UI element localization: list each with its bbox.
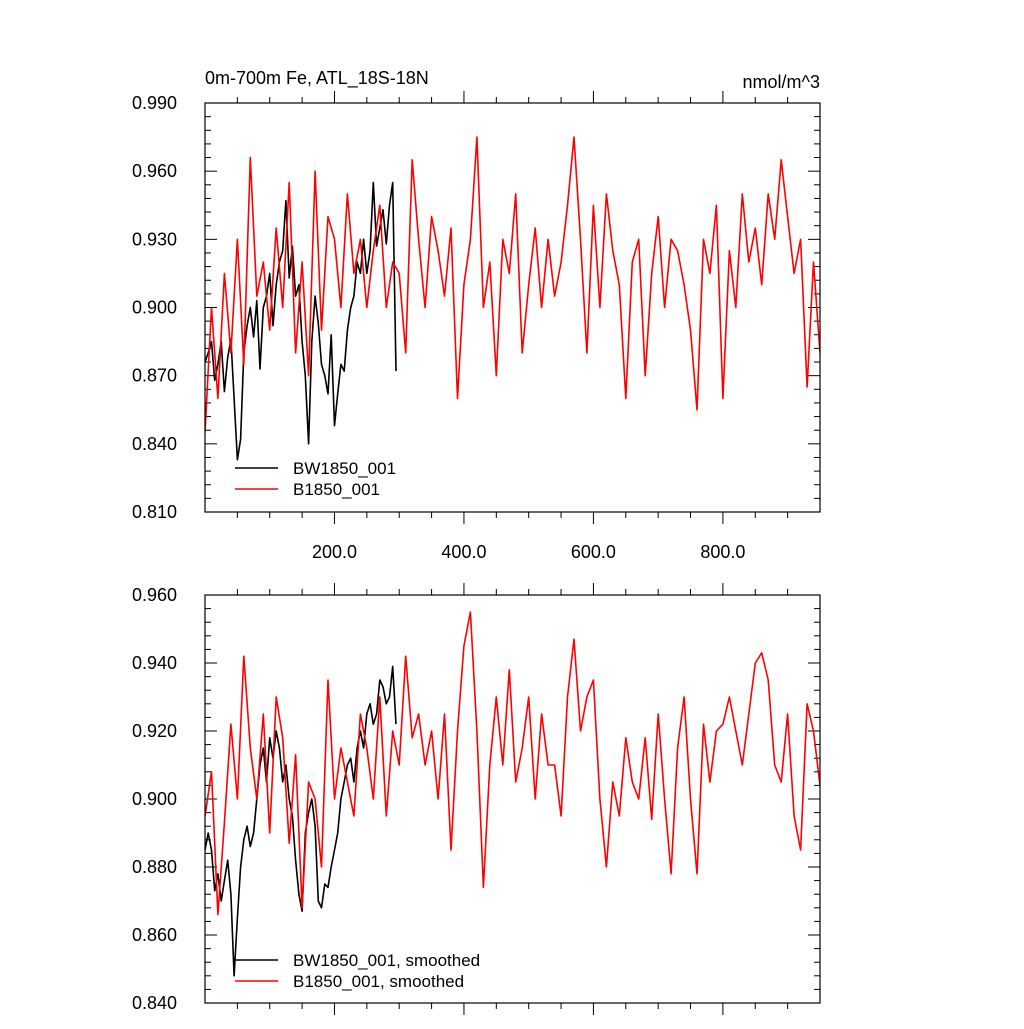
legend-label: B1850_001, smoothed <box>293 972 464 991</box>
y-tick-label: 0.870 <box>132 366 177 386</box>
plot-frame <box>204 102 821 513</box>
x-tick-label: 600.0 <box>571 542 616 562</box>
y-tick-label: 0.960 <box>132 585 177 605</box>
legend-label: B1850_001 <box>293 480 380 499</box>
legend-label: BW1850_001 <box>293 459 396 478</box>
y-tick-label: 0.880 <box>132 857 177 877</box>
y-tick-label: 0.860 <box>132 925 177 945</box>
series-line <box>205 611 820 916</box>
x-tick-label: 200.0 <box>312 542 357 562</box>
series-line <box>205 181 397 461</box>
y-tick-label: 0.940 <box>132 653 177 673</box>
y-tick-label: 0.840 <box>132 993 177 1013</box>
y-tick-label: 0.900 <box>132 789 177 809</box>
bottom-panel: 0.840 0.860 0.880 0.900 0.920 0.940 0.960 BW185… <box>132 583 821 1015</box>
x-tick-label: 800.0 <box>700 542 745 562</box>
series-line <box>205 136 820 433</box>
chart-units: nmol/m^3 <box>743 72 820 92</box>
y-tick-label: 0.960 <box>132 161 177 181</box>
legend-label: BW1850_001, smoothed <box>293 951 480 970</box>
x-tick-label: 400.0 <box>441 542 486 562</box>
y-tick-label: 0.810 <box>132 502 177 522</box>
plot-frame <box>204 594 821 1004</box>
y-tick-label: 0.930 <box>132 229 177 249</box>
y-tick-label: 0.840 <box>132 434 177 454</box>
y-tick-label: 0.900 <box>132 298 177 318</box>
top-panel: 0.810 0.840 0.870 0.900 0.930 0.960 0.990 200.0… <box>132 91 821 562</box>
chart-title: 0m-700m Fe, ATL_18S-18N <box>205 68 429 89</box>
series-line <box>205 665 397 977</box>
y-tick-label: 0.990 <box>132 93 177 113</box>
y-tick-label: 0.920 <box>132 721 177 741</box>
